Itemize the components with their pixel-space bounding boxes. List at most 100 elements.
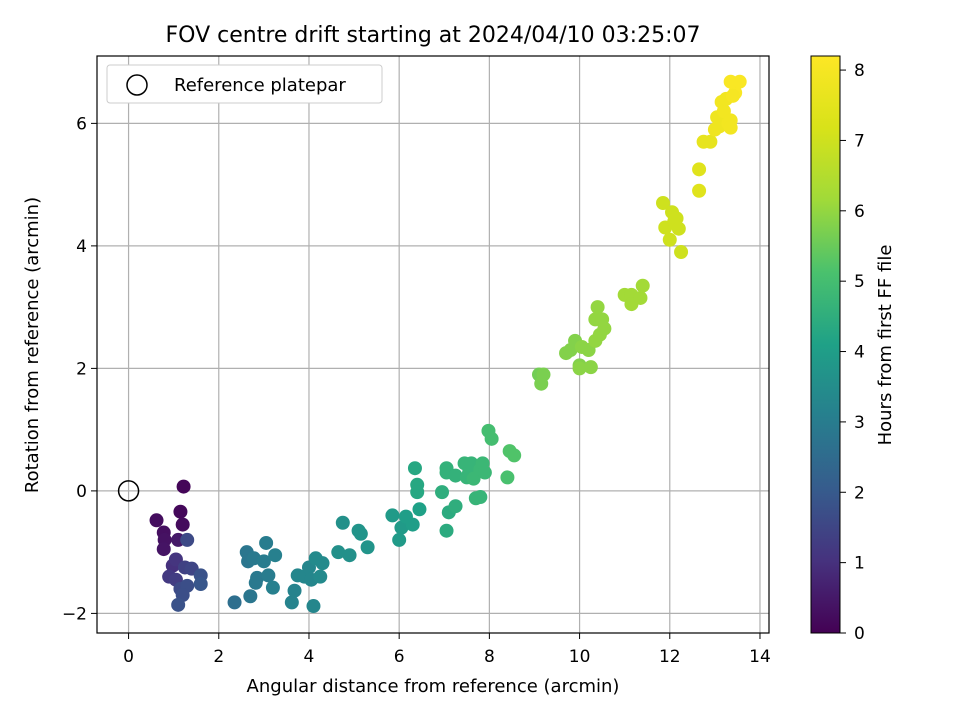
data-point	[248, 575, 263, 590]
colorbar-tick-label: 2	[854, 483, 865, 503]
data-point	[180, 532, 195, 547]
data-point	[477, 465, 492, 480]
y-tick-label: 4	[76, 237, 87, 257]
x-tick-label: 6	[394, 647, 405, 667]
x-tick-label: 14	[749, 647, 771, 667]
colorbar-tick-label: 8	[854, 61, 865, 81]
data-point	[335, 515, 350, 530]
colorbar-tick-label: 4	[854, 343, 865, 363]
data-point	[500, 470, 515, 485]
data-point	[306, 599, 321, 614]
data-point	[725, 88, 740, 103]
data-point	[176, 479, 191, 494]
data-point	[256, 554, 271, 569]
legend: Reference platepar	[106, 64, 383, 104]
x-tick-label: 2	[213, 647, 224, 667]
colorbar-tick-label: 5	[854, 272, 865, 292]
data-point	[595, 312, 610, 327]
data-point	[572, 361, 587, 376]
data-point	[448, 499, 463, 514]
data-point	[175, 517, 190, 532]
reference-platepar-marker	[117, 480, 140, 502]
data-point	[173, 504, 188, 519]
data-point	[583, 360, 598, 375]
data-point	[534, 376, 549, 391]
data-point	[439, 523, 454, 538]
data-point	[412, 502, 427, 517]
data-point	[193, 576, 208, 591]
data-point	[635, 278, 650, 293]
data-point	[484, 431, 499, 446]
y-tick-label: 2	[76, 359, 87, 379]
data-point	[156, 542, 171, 557]
y-tick-label: 0	[76, 482, 87, 502]
data-point	[394, 520, 409, 535]
data-point	[703, 134, 718, 149]
legend-label-reference: Reference platepar	[174, 75, 346, 96]
data-point	[407, 461, 422, 476]
chart-title: FOV centre drift starting at 2024/04/10 …	[166, 23, 701, 48]
data-point	[227, 595, 242, 610]
data-point	[243, 589, 258, 604]
colorbar-label: Hours from first FF file	[875, 245, 896, 446]
data-point	[723, 120, 738, 135]
grid	[97, 56, 769, 633]
data-point	[507, 448, 522, 463]
plot-area-frame	[96, 55, 770, 634]
data-point	[360, 540, 375, 555]
colorbar-ticks: 0 1 2 3 4 5 6 7 8	[840, 61, 865, 644]
data-point	[261, 568, 276, 583]
data-point	[287, 583, 302, 598]
y-tick-label: 6	[76, 114, 87, 134]
data-point	[410, 485, 425, 500]
data-point	[590, 300, 605, 315]
x-tick-label: 10	[569, 647, 591, 667]
legend-box	[106, 64, 383, 104]
colorbar-gradient	[810, 55, 841, 634]
data-points	[117, 74, 747, 614]
axis-ticks: 0 2 4 6 8 10 12 14 −2 0 2 4 6	[62, 114, 771, 667]
data-point	[149, 513, 164, 528]
data-point	[671, 221, 686, 236]
data-point	[259, 535, 274, 550]
data-point	[662, 232, 677, 247]
data-point	[473, 490, 488, 505]
colorbar-tick-label: 1	[854, 554, 865, 574]
data-point	[392, 532, 407, 547]
colorbar-tick-label: 6	[854, 202, 865, 222]
data-point	[265, 580, 280, 595]
data-point	[669, 211, 684, 226]
data-point	[448, 468, 463, 483]
data-point	[268, 548, 283, 563]
data-point	[284, 595, 299, 610]
y-axis-label: Rotation from reference (arcmin)	[22, 197, 43, 493]
data-point	[313, 569, 328, 584]
data-point	[353, 526, 368, 541]
x-tick-label: 0	[123, 647, 134, 667]
colorbar-tick-label: 0	[854, 624, 865, 644]
data-point	[732, 74, 747, 89]
data-point	[171, 597, 186, 612]
y-tick-label: −2	[62, 604, 87, 624]
data-point	[692, 183, 707, 198]
data-point	[674, 245, 689, 260]
data-point	[405, 517, 420, 532]
data-point	[331, 545, 346, 560]
data-point	[168, 552, 183, 567]
legend-marker-reference	[126, 74, 148, 96]
data-point	[692, 162, 707, 177]
data-point	[633, 290, 648, 305]
data-point	[435, 485, 450, 500]
data-point	[656, 196, 671, 211]
data-point	[315, 556, 330, 571]
colorbar-tick-label: 7	[854, 131, 865, 151]
x-tick-label: 8	[484, 647, 495, 667]
colorbar-tick-label: 3	[854, 413, 865, 433]
x-axis-label: Angular distance from reference (arcmin)	[247, 676, 620, 697]
data-point	[385, 508, 400, 523]
colorbar: 0 1 2 3 4 5 6 7 8 Hours from first FF file	[810, 55, 896, 644]
x-tick-label: 4	[304, 647, 315, 667]
data-point	[342, 548, 357, 563]
